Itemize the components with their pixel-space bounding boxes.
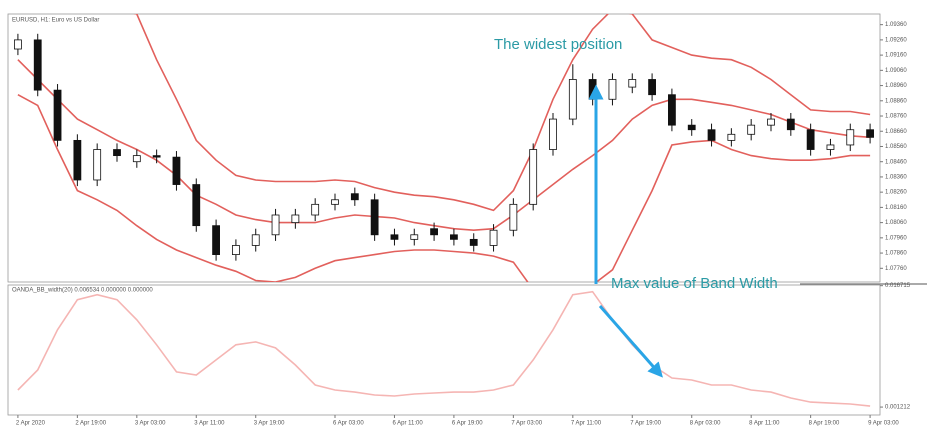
candle-body bbox=[430, 228, 438, 236]
x-tick-label: 6 Apr 03:00 bbox=[333, 421, 364, 427]
y-tick-label: 0.016715 bbox=[885, 283, 911, 289]
band-line bbox=[133, 14, 871, 212]
y-tick-label: 1.08460 bbox=[885, 159, 907, 165]
candle-body bbox=[370, 199, 379, 236]
x-tick-label: 7 Apr 19:00 bbox=[630, 421, 661, 427]
candle-body bbox=[14, 39, 22, 50]
y-tick-label: 1.08760 bbox=[885, 114, 907, 120]
width-line bbox=[17, 290, 871, 407]
price-panel bbox=[7, 13, 881, 283]
candle-body bbox=[866, 129, 874, 138]
y-tick-label: 0.001212 bbox=[885, 405, 911, 411]
x-tick-label: 3 Apr 19:00 bbox=[254, 421, 285, 427]
candle-body bbox=[826, 144, 835, 150]
candle-body bbox=[172, 156, 181, 185]
y-tick-label: 1.07860 bbox=[885, 251, 907, 257]
candle-body bbox=[73, 139, 82, 181]
candle-body bbox=[331, 199, 339, 205]
candle-body bbox=[271, 214, 280, 236]
x-tick-label: 9 Apr 03:00 bbox=[868, 421, 899, 427]
candle-body bbox=[311, 203, 320, 216]
y-tick-label: 1.09160 bbox=[885, 53, 907, 59]
y-tick-label: 1.08660 bbox=[885, 129, 907, 135]
y-tick-label: 1.09060 bbox=[885, 68, 907, 74]
x-tick-label: 8 Apr 19:00 bbox=[809, 421, 840, 427]
width-panel bbox=[7, 284, 881, 416]
candle-body bbox=[132, 155, 141, 163]
candle-body bbox=[53, 89, 62, 141]
band-line bbox=[17, 93, 871, 282]
annotation: Max value of Band Width bbox=[611, 275, 778, 292]
x-tick-label: 8 Apr 11:00 bbox=[749, 421, 780, 427]
candle-body bbox=[410, 234, 419, 240]
candle-body bbox=[291, 214, 300, 224]
candle-body bbox=[33, 39, 42, 91]
y-tick-label: 1.08060 bbox=[885, 220, 907, 226]
arrow-down bbox=[598, 305, 663, 378]
y-tick-label: 1.07760 bbox=[885, 266, 907, 272]
x-tick-label: 2 Apr 2020 bbox=[16, 421, 46, 427]
candle-body bbox=[469, 238, 478, 246]
candle-body bbox=[93, 149, 102, 181]
candle-body bbox=[608, 79, 617, 100]
y-tick-label: 1.07960 bbox=[885, 235, 907, 241]
candle-body bbox=[767, 118, 775, 126]
candle-body bbox=[668, 94, 676, 126]
band-line bbox=[17, 59, 871, 232]
candle-body bbox=[727, 133, 736, 141]
y-tick-label: 1.08160 bbox=[885, 205, 907, 211]
candle-body bbox=[232, 245, 240, 255]
x-tick-label: 8 Apr 03:00 bbox=[690, 421, 721, 427]
width-plot bbox=[17, 290, 871, 407]
candle-body bbox=[687, 124, 696, 131]
x-tick-label: 7 Apr 03:00 bbox=[511, 421, 542, 427]
candle-body bbox=[152, 155, 161, 158]
candle-body bbox=[786, 118, 795, 131]
candle-body bbox=[489, 229, 498, 246]
candle-body bbox=[549, 118, 557, 150]
y-tick-label: 1.08860 bbox=[885, 98, 907, 104]
annotation: The widest position bbox=[494, 36, 622, 53]
candle-body bbox=[529, 149, 538, 205]
candle-body bbox=[707, 129, 716, 141]
candle-body bbox=[350, 193, 359, 201]
candle-body bbox=[450, 234, 458, 240]
panel-title: OANDA_BB_width(20) 0.006534 0.000000 0.0… bbox=[12, 288, 153, 294]
candle-body bbox=[846, 129, 855, 146]
chart-title: EURUSD, H1: Euro vs US Dollar bbox=[12, 18, 99, 24]
candle-body bbox=[747, 124, 756, 135]
candle-body bbox=[628, 79, 637, 88]
candle-body bbox=[192, 184, 201, 227]
x-tick-label: 6 Apr 11:00 bbox=[392, 421, 423, 427]
y-tick-label: 1.08960 bbox=[885, 83, 907, 89]
x-tick-label: 6 Apr 19:00 bbox=[452, 421, 483, 427]
y-tick-label: 1.08360 bbox=[885, 175, 907, 181]
candle-body bbox=[113, 149, 121, 157]
candle-body bbox=[212, 225, 220, 255]
x-tick-label: 3 Apr 03:00 bbox=[135, 421, 166, 427]
candle-body bbox=[806, 129, 815, 150]
y-tick-label: 1.09260 bbox=[885, 37, 907, 43]
candle-body bbox=[648, 79, 656, 96]
candle-body bbox=[568, 79, 577, 120]
x-tick-label: 2 Apr 19:00 bbox=[75, 421, 106, 427]
candle-body bbox=[251, 234, 260, 246]
x-tick-label: 7 Apr 11:00 bbox=[571, 421, 602, 427]
price-plot bbox=[14, 14, 874, 282]
y-tick-label: 1.09360 bbox=[885, 22, 907, 28]
candle-body bbox=[509, 203, 518, 231]
candle-body bbox=[390, 234, 399, 240]
y-tick-label: 1.08260 bbox=[885, 190, 907, 196]
x-tick-label: 3 Apr 11:00 bbox=[194, 421, 225, 427]
y-tick-label: 1.08560 bbox=[885, 144, 907, 150]
